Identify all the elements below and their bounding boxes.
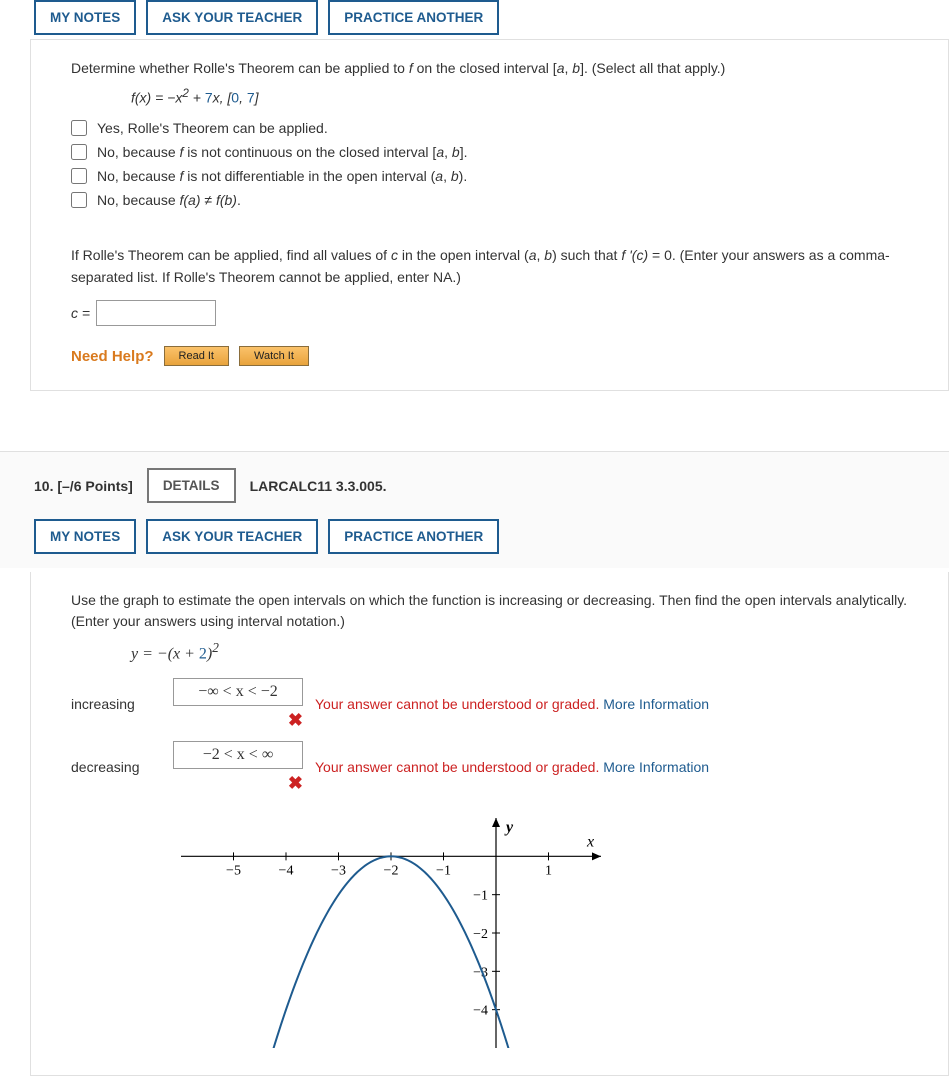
decreasing-feedback: Your answer cannot be understood or grad… (315, 759, 709, 775)
q10-reference: LARCALC11 3.3.005. (250, 478, 387, 494)
option-4: No, because f(a) ≠ f(b). (71, 188, 928, 212)
read-it-button[interactable]: Read It (164, 346, 229, 366)
help-row: Need Help? Read It Watch It (71, 346, 928, 366)
q10-equation: y = −(x + 2)2 (131, 640, 928, 663)
option-1: Yes, Rolle's Theorem can be applied. (71, 116, 928, 140)
more-info-link[interactable]: More Information (603, 696, 709, 712)
option-3-checkbox[interactable] (71, 168, 87, 184)
practice-another-button[interactable]: PRACTICE ANOTHER (328, 0, 499, 35)
question-10-body: Use the graph to estimate the open inter… (30, 572, 949, 1075)
ask-teacher-button[interactable]: ASK YOUR TEACHER (146, 519, 318, 554)
practice-another-button[interactable]: PRACTICE ANOTHER (328, 519, 499, 554)
need-help-label: Need Help? (71, 348, 154, 365)
decreasing-label: decreasing (71, 759, 161, 775)
svg-text:−3: −3 (331, 863, 346, 878)
svg-text:−1: −1 (473, 888, 488, 903)
increasing-label: increasing (71, 696, 161, 712)
question-10-header: 10. [–/6 Points] DETAILS LARCALC11 3.3.0… (0, 451, 949, 517)
decreasing-input[interactable]: −2 < x < ∞ (173, 741, 303, 769)
svg-text:−2: −2 (473, 927, 488, 942)
option-2-label: No, because f is not continuous on the c… (97, 144, 467, 160)
question-9-body: Determine whether Rolle's Theorem can be… (30, 39, 949, 391)
option-2: No, because f is not continuous on the c… (71, 140, 928, 164)
svg-text:−2: −2 (384, 863, 399, 878)
option-4-checkbox[interactable] (71, 192, 87, 208)
svg-text:y: y (504, 819, 514, 836)
svg-text:1: 1 (545, 863, 552, 878)
my-notes-button[interactable]: MY NOTES (34, 0, 136, 35)
watch-it-button[interactable]: Watch It (239, 346, 309, 366)
svg-text:−4: −4 (279, 863, 294, 878)
svg-text:−5: −5 (226, 863, 241, 878)
svg-text:x: x (586, 833, 594, 850)
q9-sub-prompt: If Rolle's Theorem can be applied, find … (71, 244, 928, 289)
increasing-row: increasing −∞ < x < −2 ✖ Your answer can… (71, 678, 928, 731)
wrong-icon: ✖ (288, 773, 303, 794)
increasing-feedback: Your answer cannot be understood or grad… (315, 696, 709, 712)
option-1-label: Yes, Rolle's Theorem can be applied. (97, 120, 328, 136)
q10-points: 10. [–/6 Points] (34, 478, 133, 494)
c-label: c = (71, 305, 90, 321)
ask-teacher-button[interactable]: ASK YOUR TEACHER (146, 0, 318, 35)
q10-prompt: Use the graph to estimate the open inter… (71, 590, 928, 632)
svg-text:−4: −4 (473, 1003, 488, 1018)
increasing-input[interactable]: −∞ < x < −2 (173, 678, 303, 706)
option-3: No, because f is not differentiable in t… (71, 164, 928, 188)
svg-text:−1: −1 (436, 863, 451, 878)
option-1-checkbox[interactable] (71, 120, 87, 136)
details-button[interactable]: DETAILS (147, 468, 236, 503)
more-info-link[interactable]: More Information (603, 759, 709, 775)
wrong-icon: ✖ (288, 710, 303, 731)
my-notes-button[interactable]: MY NOTES (34, 519, 136, 554)
option-4-label: No, because f(a) ≠ f(b). (97, 192, 241, 208)
option-3-label: No, because f is not differentiable in t… (97, 168, 467, 184)
parabola-graph: −5−4−3−2−11−1−2−3−4xy (181, 818, 601, 1048)
c-input-row: c = (71, 300, 928, 326)
q10-graph: −5−4−3−2−11−1−2−3−4xy (181, 818, 928, 1051)
q9-formula: f(x) = −x2 + 7x, [0, 7] (131, 87, 928, 106)
decreasing-row: decreasing −2 < x < ∞ ✖ Your answer cann… (71, 741, 928, 794)
option-2-checkbox[interactable] (71, 144, 87, 160)
q9-prompt: Determine whether Rolle's Theorem can be… (71, 58, 928, 79)
c-value-input[interactable] (96, 300, 216, 326)
